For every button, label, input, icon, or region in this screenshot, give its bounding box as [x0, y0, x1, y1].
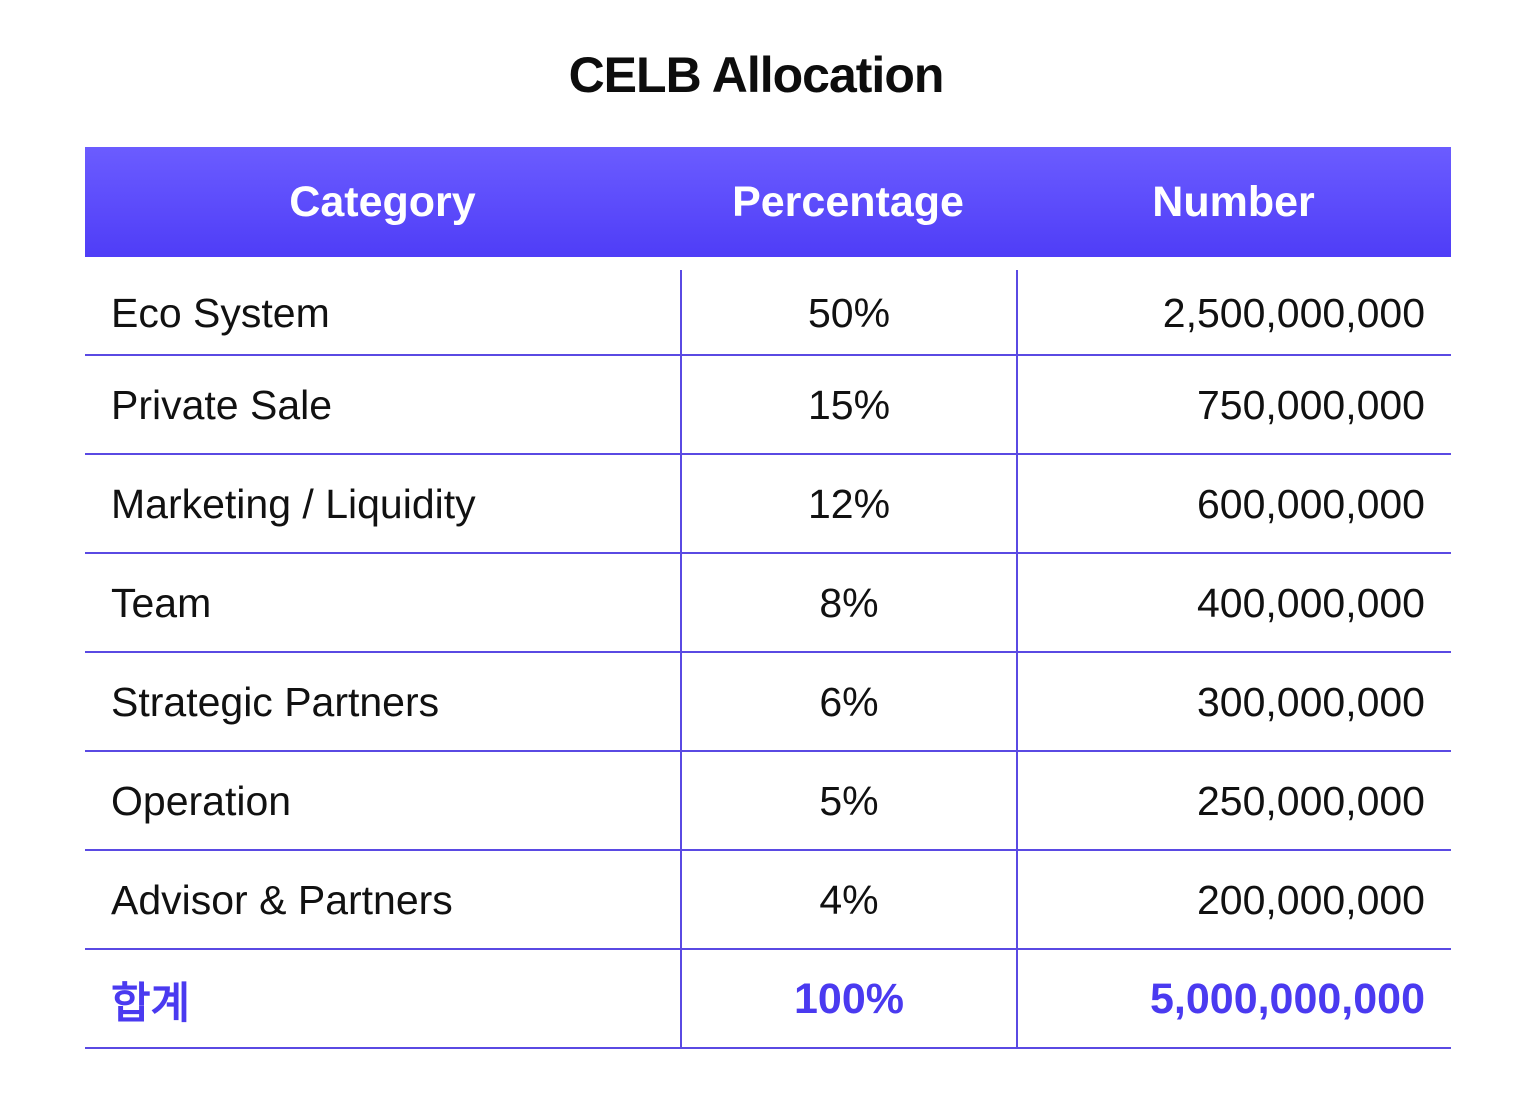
category-cell: Strategic Partners: [111, 679, 440, 725]
table-row: Advisor & Partners 4% 200,000,000: [85, 851, 1451, 950]
header-number: Number: [1152, 177, 1315, 226]
table-body: Eco System 50% 2,500,000,000 Private Sal…: [85, 270, 1451, 1049]
header-category: Category: [289, 177, 476, 226]
table-row: Strategic Partners 6% 300,000,000: [85, 653, 1451, 752]
percentage-cell: 12%: [680, 455, 1016, 552]
table-row: Eco System 50% 2,500,000,000: [85, 270, 1451, 356]
table-row: Private Sale 15% 750,000,000: [85, 356, 1451, 455]
number-cell: 200,000,000: [1016, 851, 1451, 948]
category-cell: Marketing / Liquidity: [111, 481, 476, 527]
number-cell: 750,000,000: [1016, 356, 1451, 453]
table-row: Team 8% 400,000,000: [85, 554, 1451, 653]
category-cell: Private Sale: [111, 382, 333, 428]
total-percentage: 100%: [680, 950, 1016, 1047]
category-cell: Eco System: [111, 289, 330, 336]
percentage-cell: 5%: [680, 752, 1016, 849]
category-cell: Operation: [111, 778, 292, 824]
percentage-cell: 8%: [680, 554, 1016, 651]
percentage-cell: 15%: [680, 356, 1016, 453]
percentage-cell: 50%: [680, 270, 1016, 354]
category-cell: Advisor & Partners: [111, 877, 453, 923]
total-number: 5,000,000,000: [1016, 950, 1451, 1047]
table-row: Operation 5% 250,000,000: [85, 752, 1451, 851]
total-row: 합계 100% 5,000,000,000: [85, 950, 1451, 1049]
table-header: Category Percentage Number: [85, 147, 1451, 257]
allocation-table: Category Percentage Number Eco System 50…: [85, 147, 1451, 1049]
header-percentage: Percentage: [732, 177, 964, 226]
percentage-cell: 4%: [680, 851, 1016, 948]
category-cell: Team: [111, 580, 212, 626]
table-row: Marketing / Liquidity 12% 600,000,000: [85, 455, 1451, 554]
total-label: 합계: [111, 979, 191, 1028]
percentage-cell: 6%: [680, 653, 1016, 750]
number-cell: 600,000,000: [1016, 455, 1451, 552]
chart-title: CELB Allocation: [568, 47, 945, 103]
number-cell: 300,000,000: [1016, 653, 1451, 750]
number-cell: 250,000,000: [1016, 752, 1451, 849]
number-cell: 2,500,000,000: [1016, 270, 1451, 354]
number-cell: 400,000,000: [1016, 554, 1451, 651]
